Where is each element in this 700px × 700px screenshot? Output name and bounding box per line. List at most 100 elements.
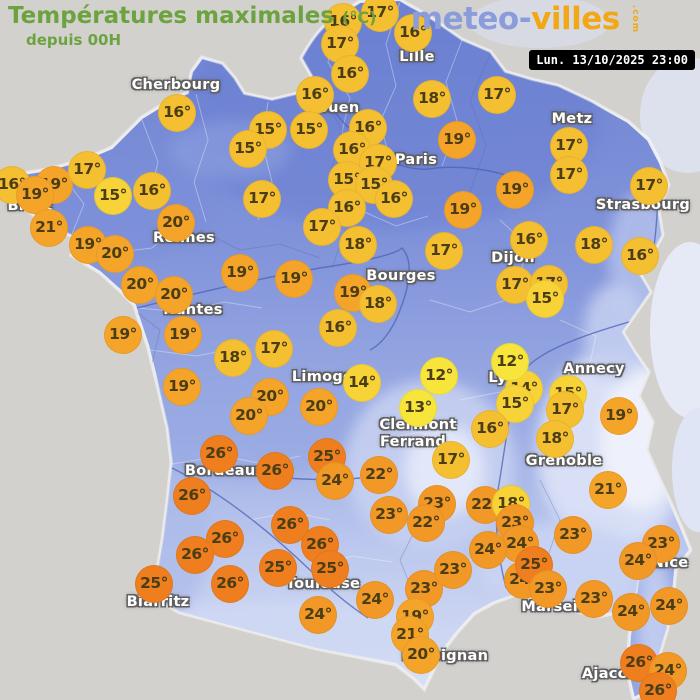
temp-marker: 24° (299, 596, 337, 634)
temp-marker: 15° (229, 130, 267, 168)
temp-marker: 16° (319, 309, 357, 347)
temp-marker: 18° (359, 285, 397, 323)
temp-marker: 16° (621, 237, 659, 275)
temp-marker: 22° (407, 504, 445, 542)
temp-marker: 21° (589, 471, 627, 509)
temp-marker: 26° (200, 435, 238, 473)
temp-marker: 20° (121, 266, 159, 304)
temp-marker: 20° (96, 235, 134, 273)
temp-marker: 24° (316, 462, 354, 500)
temp-marker: 17° (550, 156, 588, 194)
temp-marker: 17° (68, 151, 106, 189)
temp-marker: 14° (343, 364, 381, 402)
temp-marker: 16° (133, 172, 171, 210)
temp-marker: 22° (360, 456, 398, 494)
logo-part-meteo: meteo- (410, 1, 532, 37)
temp-marker: 26° (639, 672, 677, 700)
city-label: Lille (399, 49, 435, 65)
meteo-villes-logo[interactable]: meteo-villes .com (411, 2, 648, 36)
temp-marker: 19° (275, 260, 313, 298)
temp-marker: 16° (296, 76, 334, 114)
temp-marker: 19° (16, 176, 54, 214)
city-label: Annecy (563, 361, 625, 377)
datetime-banner: Lun. 13/10/2025 23:00 (529, 50, 695, 70)
page-title: Températures maximales (°C) (8, 3, 377, 29)
temp-marker: 24° (650, 587, 688, 625)
temp-marker: 12° (420, 357, 458, 395)
temp-marker: 17° (432, 441, 470, 479)
temp-marker: 26° (176, 536, 214, 574)
temp-marker: 19° (496, 171, 534, 209)
city-label: Strasbourg (595, 197, 691, 213)
city-label: Paris (394, 152, 438, 168)
temp-marker: 25° (311, 550, 349, 588)
temp-marker: 24° (619, 542, 657, 580)
temp-marker: 17° (243, 180, 281, 218)
temp-marker: 15° (290, 111, 328, 149)
temp-marker: 24° (469, 531, 507, 569)
temp-marker: 26° (211, 565, 249, 603)
temp-marker: 16° (510, 221, 548, 259)
city-label: Cherbourg (131, 77, 221, 93)
temp-marker: 17° (425, 232, 463, 270)
foreign-land-patches (470, 0, 700, 532)
temp-marker: 17° (478, 76, 516, 114)
title-text: Températures maximales (8, 3, 334, 29)
city-label: Grenoble (525, 453, 603, 469)
temp-marker: 18° (575, 226, 613, 264)
temp-marker: 20° (157, 204, 195, 242)
city-label: Bourges (366, 268, 436, 284)
temp-marker: 16° (394, 14, 432, 52)
temp-marker: 18° (339, 226, 377, 264)
temp-marker: 23° (529, 570, 567, 608)
temp-marker: 18° (413, 80, 451, 118)
temp-marker: 23° (434, 551, 472, 589)
temp-marker: 26° (256, 452, 294, 490)
temp-marker: 19° (438, 121, 476, 159)
temp-marker: 23° (370, 496, 408, 534)
temp-marker: 20° (155, 276, 193, 314)
temp-marker: 21° (30, 209, 68, 247)
temp-marker: 15° (94, 177, 132, 215)
temp-marker: 12° (491, 343, 529, 381)
temp-marker: 19° (104, 316, 142, 354)
temp-marker: 20° (230, 397, 268, 435)
temp-marker: 18° (536, 420, 574, 458)
temp-marker: 20° (300, 388, 338, 426)
city-label: Metz (551, 111, 593, 127)
temp-marker: 17° (630, 167, 668, 205)
temp-marker: 25° (259, 549, 297, 587)
temp-marker: 23° (554, 516, 592, 554)
temp-marker: 24° (612, 593, 650, 631)
temp-marker: 19° (444, 191, 482, 229)
temp-marker: 17° (303, 208, 341, 246)
logo-part-villes: villes (531, 1, 620, 37)
page-subtitle: depuis 00H (26, 31, 122, 50)
temp-marker: 17° (496, 266, 534, 304)
temp-marker: 19° (221, 254, 259, 292)
temp-marker: 26° (620, 644, 658, 682)
temp-marker: 15° (526, 280, 564, 318)
temp-marker: 16° (471, 410, 509, 448)
temp-marker: 19° (163, 368, 201, 406)
header: Températures maximales (°C) depuis 00H (8, 3, 377, 50)
temp-marker: 16° (158, 94, 196, 132)
temp-marker: 17° (361, 0, 399, 32)
logo-suffix-com: .com (629, 4, 640, 33)
temp-marker: 17° (255, 330, 293, 368)
temp-marker: 13° (399, 389, 437, 427)
temp-marker: 25° (135, 565, 173, 603)
city-label: Ferrand (379, 434, 447, 450)
temp-marker: 16° (331, 55, 369, 93)
temp-marker: 23° (575, 580, 613, 618)
temp-marker: 24° (356, 581, 394, 619)
temp-marker: 18° (214, 339, 252, 377)
temp-marker: 19° (164, 316, 202, 354)
temp-marker: 26° (173, 477, 211, 515)
temp-marker: 20° (402, 636, 440, 674)
temp-marker: 16° (375, 180, 413, 218)
temp-marker: 19° (600, 397, 638, 435)
title-unit: (°C) (342, 8, 377, 27)
